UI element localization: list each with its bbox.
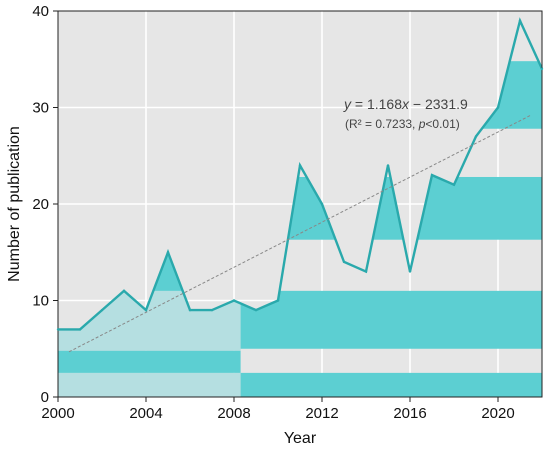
y-tick-label: 30: [32, 100, 49, 117]
area-band: [240, 290, 542, 349]
data-point: [166, 251, 170, 254]
area-band: [240, 372, 542, 397]
y-tick-label: 0: [41, 389, 49, 406]
x-tick-label: 2020: [481, 405, 514, 422]
y-tick-label: 10: [32, 293, 49, 310]
data-point: [100, 308, 104, 312]
data-point: [364, 270, 368, 273]
data-point: [122, 289, 126, 293]
data-point: [518, 19, 522, 22]
y-tick-label: 40: [32, 3, 49, 20]
data-point: [430, 173, 434, 177]
y-tick-label: 20: [32, 196, 49, 213]
data-point: [188, 308, 192, 312]
data-point: [232, 299, 236, 302]
trend-r2: (R² = 0.7233, p<0.01): [345, 117, 460, 131]
x-tick-label: 2004: [129, 405, 162, 422]
data-point: [144, 308, 148, 312]
data-point: [452, 183, 456, 186]
x-tick-label: 2016: [393, 405, 426, 422]
data-point: [210, 308, 214, 312]
y-axis: 0 10 20 30 40: [32, 3, 58, 406]
data-point: [540, 67, 544, 71]
data-point: [56, 328, 60, 331]
x-tick-label: 2012: [305, 405, 338, 422]
data-point: [254, 308, 258, 312]
data-point: [320, 202, 324, 206]
data-point: [78, 328, 82, 331]
y-axis-title: Number of publication: [6, 126, 23, 282]
data-point: [408, 270, 412, 273]
x-tick-label: 2008: [217, 405, 250, 422]
trend-equation: y = 1.168x − 2331.9: [343, 96, 468, 112]
trend-line: [68, 114, 532, 353]
data-point: [474, 135, 478, 138]
data-point: [386, 164, 390, 167]
x-axis-title: Year: [284, 430, 317, 447]
data-point: [496, 106, 500, 109]
area-band: [58, 372, 241, 397]
x-axis: 2000 2004 2008 2012 2016 2020: [41, 397, 515, 422]
data-point: [298, 164, 302, 167]
x-tick-label: 2000: [41, 405, 74, 422]
data-point: [276, 299, 280, 302]
area-band: [58, 350, 241, 373]
data-point: [342, 260, 346, 264]
